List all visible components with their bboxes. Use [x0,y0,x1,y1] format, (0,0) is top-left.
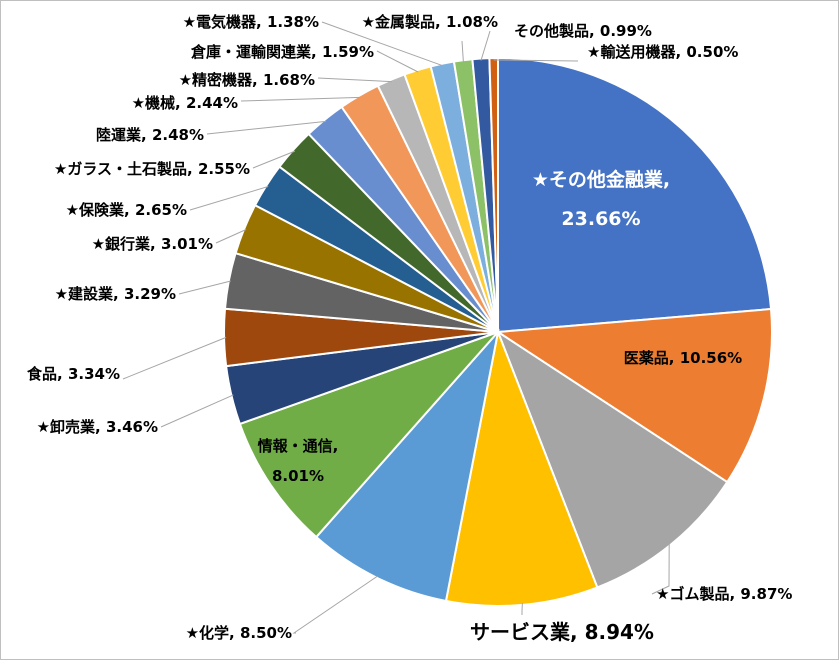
leader-line [481,31,490,61]
data-label: ★金属製品, 1.08% [362,13,498,31]
data-label: 倉庫・運輸関連業, 1.59% [190,43,374,61]
data-label: 食品, 3.34% [27,365,120,383]
data-label-name: ★その他金融業, [532,168,670,191]
slice-その他金融業 [498,58,771,332]
leader-line [318,78,392,82]
data-label: ★機械, 2.44% [132,94,238,112]
data-label-value: 23.66% [561,208,640,230]
data-label-value: 8.01% [272,467,324,485]
leader-line [207,121,326,134]
leader-line [462,41,463,62]
data-label: ★銀行業, 3.01% [92,235,213,253]
data-label: ★輸送用機器, 0.50% [587,43,738,61]
data-label-name: 情報・通信, [258,437,339,455]
leader-line [161,395,233,427]
data-label: サービス業, 8.94% [470,620,654,644]
data-label: ★建設業, 3.29% [55,285,176,303]
data-label: ★精密機器, 1.68% [179,71,315,89]
data-label: ★卸売業, 3.46% [37,418,158,436]
leader-line [241,97,360,101]
leader-line [179,281,231,294]
data-label: 医薬品, 10.56% [624,349,742,367]
data-label: ★ゴム製品, 9.87% [656,585,792,603]
data-label: ★化学, 8.50% [186,624,292,642]
data-label: ★電気機器, 1.38% [183,13,319,31]
leader-line [123,337,226,379]
data-label: その他製品, 0.99% [514,22,652,40]
data-label: 陸運業, 2.48% [96,126,204,144]
leader-line [294,576,378,633]
data-label: ★ガラス・土石製品, 2.55% [54,160,250,178]
data-label: ★保険業, 2.65% [66,201,187,219]
